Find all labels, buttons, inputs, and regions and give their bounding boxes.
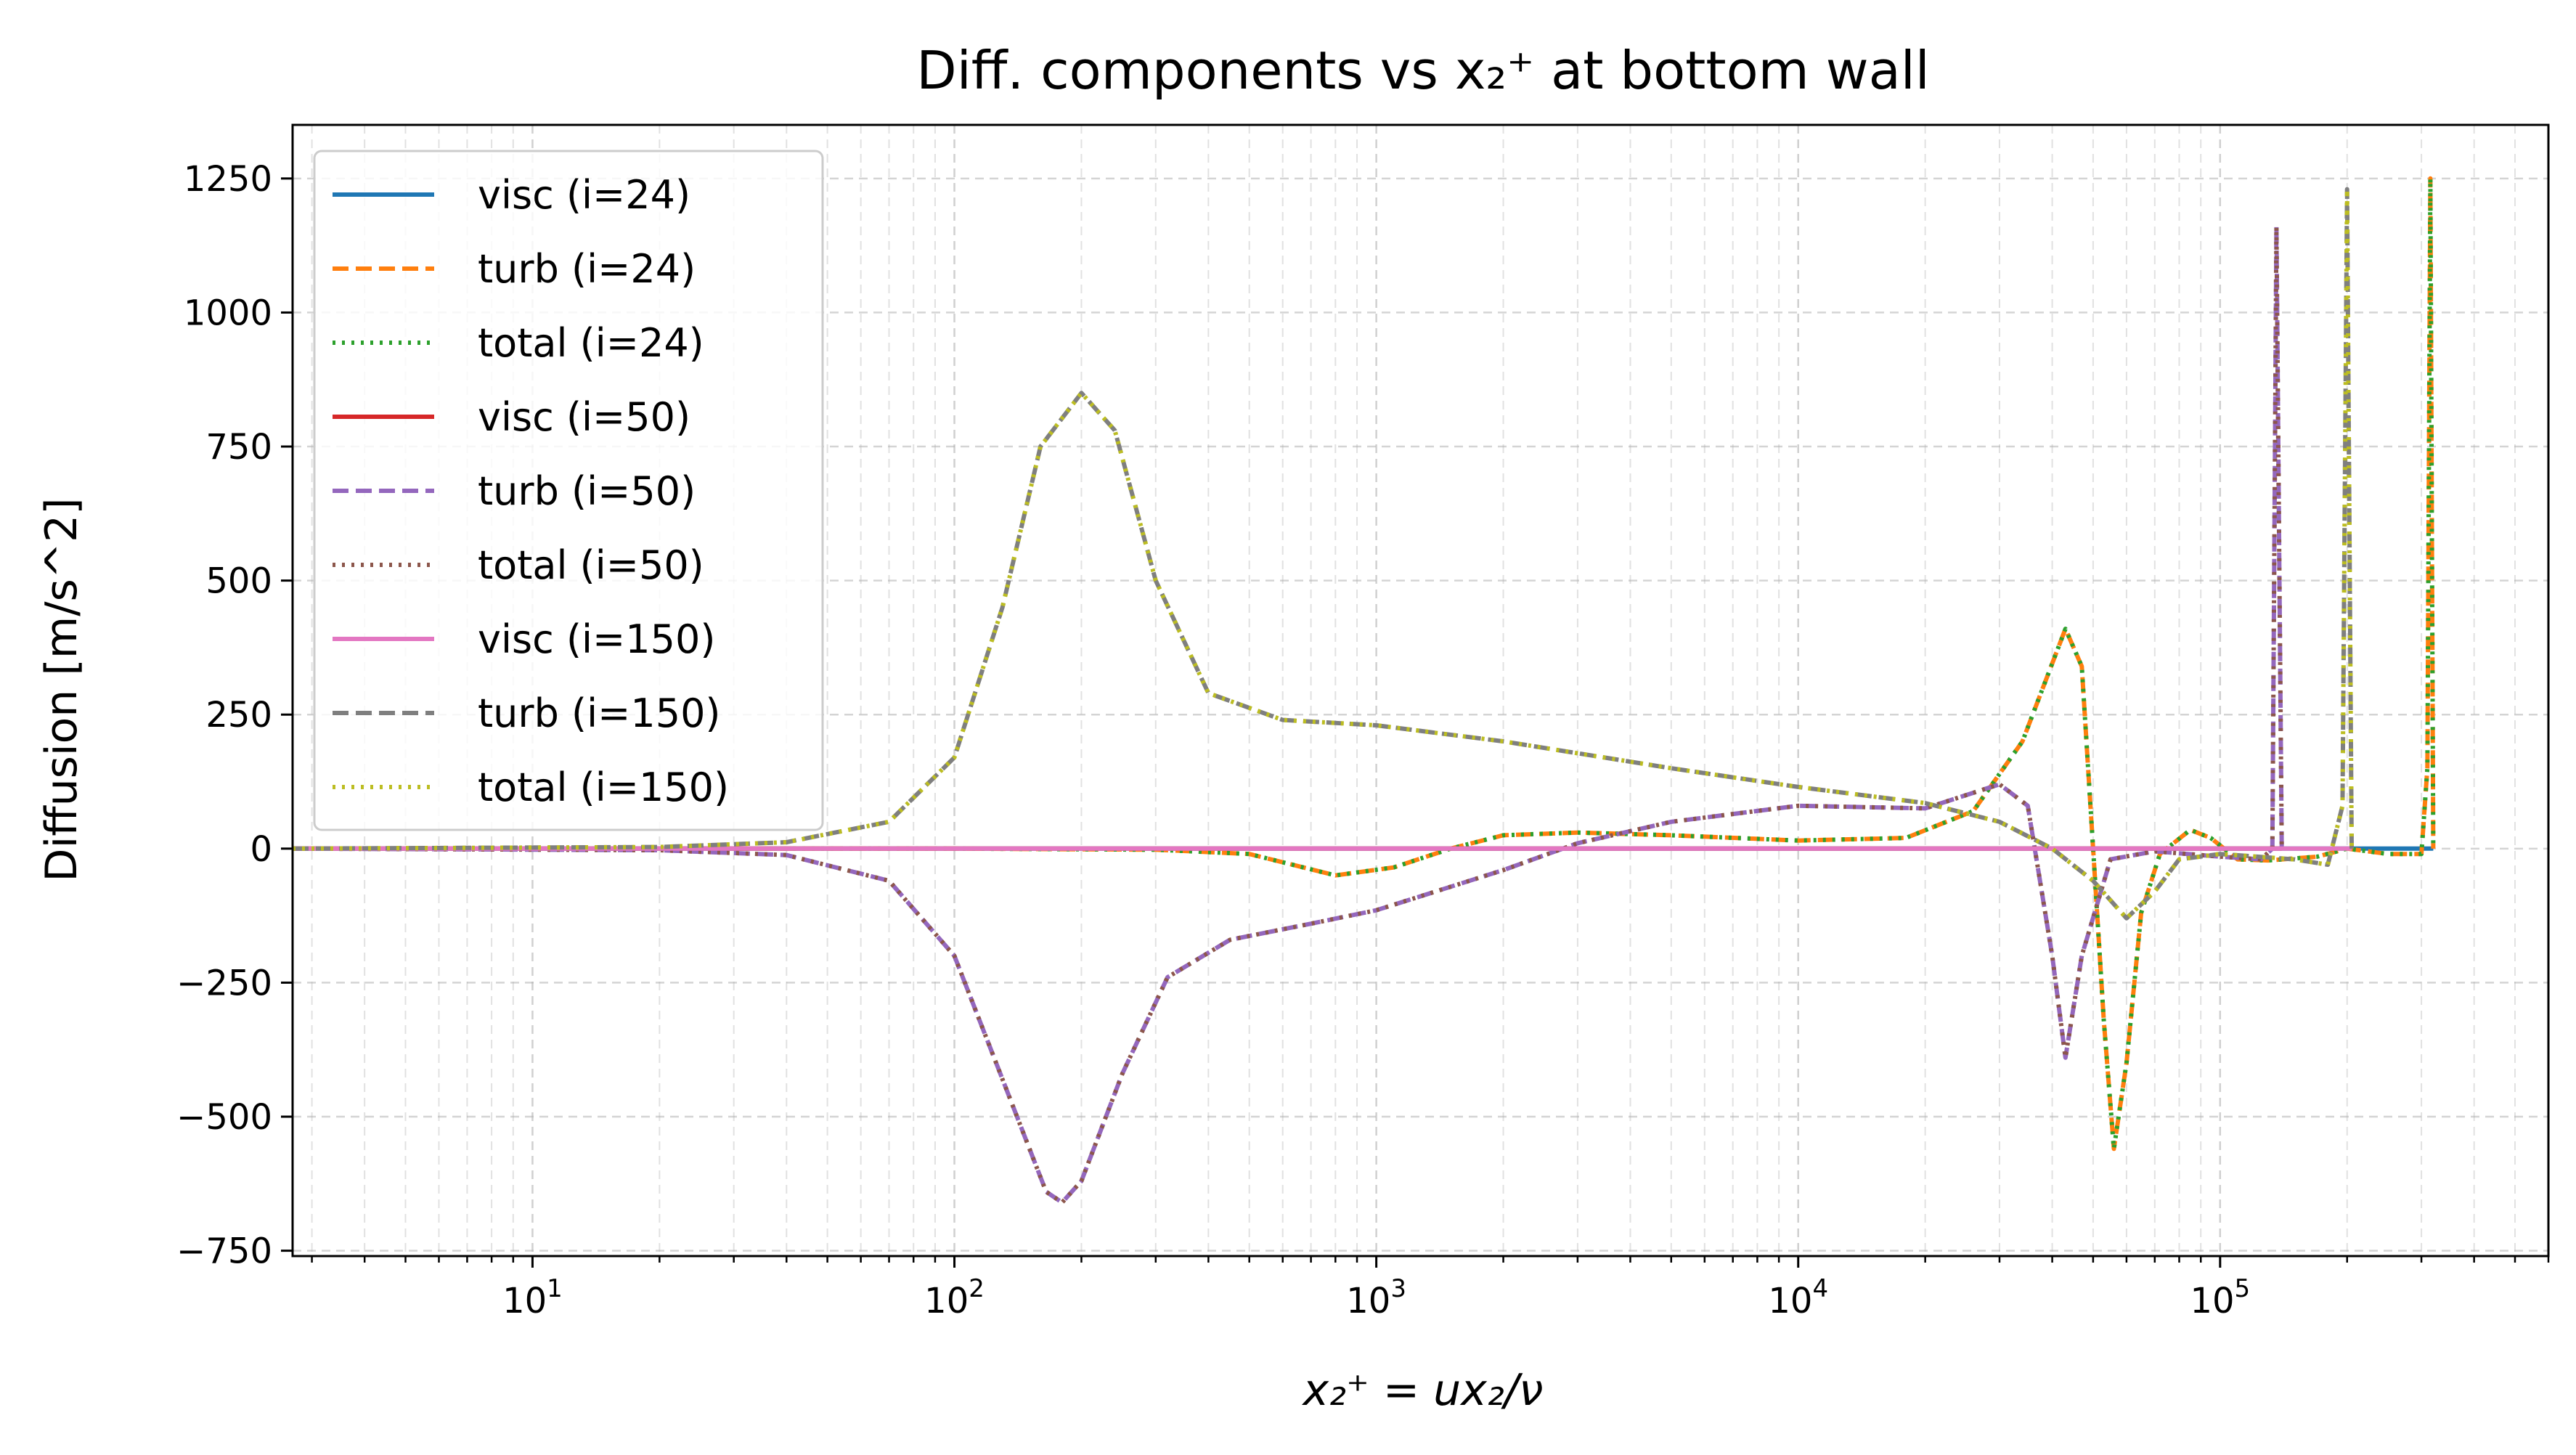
- x-axis-ticks: 101 102 103 104 105: [311, 1256, 2550, 1321]
- x-tick-label: 104: [1768, 1274, 1828, 1321]
- legend-label: total (i=24): [478, 320, 704, 366]
- legend-label: turb (i=150): [478, 690, 721, 736]
- y-tick-label: 0: [250, 829, 272, 870]
- plot-frame: [291, 123, 2550, 1258]
- x-tick-label: 101: [502, 1274, 563, 1321]
- x-tick-label: 102: [924, 1274, 985, 1321]
- series-line-5: [293, 224, 2284, 1205]
- series-line-6: [293, 224, 2284, 1205]
- legend-label: turb (i=50): [478, 468, 696, 514]
- chart-title: Diff. components vs x₂⁺ at bottom wall: [916, 40, 1929, 101]
- y-tick-label: 250: [205, 695, 272, 735]
- legend-label: visc (i=50): [478, 394, 690, 440]
- series-layer: [293, 176, 2436, 1205]
- x-tick-label: 103: [1346, 1274, 1406, 1321]
- x-axis-label: x₂⁺ = ux₂/ν: [1302, 1365, 1544, 1416]
- y-tick-label: 1250: [184, 159, 272, 200]
- legend-label: total (i=50): [478, 542, 704, 588]
- legend-label: total (i=150): [478, 765, 729, 810]
- x-tick-label: 105: [2190, 1274, 2250, 1321]
- y-axis-label: Diffusion [m/s^2]: [36, 497, 87, 881]
- legend-label: turb (i=24): [478, 246, 696, 292]
- y-tick-label: −750: [176, 1231, 272, 1272]
- series-line-3: [293, 176, 2436, 1152]
- legend: visc (i=24) turb (i=24) total (i=24) visc (…: [313, 150, 824, 831]
- y-axis-ticks: 1250 1000 750 500 250 0 −250 −500 −750: [176, 159, 293, 1272]
- y-tick-label: 750: [205, 427, 272, 468]
- y-tick-label: 1000: [184, 293, 272, 333]
- series-line-9: [293, 187, 2354, 921]
- legend-label: visc (i=24): [478, 172, 690, 218]
- legend-box: [313, 150, 824, 831]
- y-tick-label: 500: [205, 561, 272, 602]
- legend-label: visc (i=150): [478, 616, 715, 662]
- y-tick-label: −500: [176, 1097, 272, 1138]
- y-tick-label: −250: [176, 963, 272, 1003]
